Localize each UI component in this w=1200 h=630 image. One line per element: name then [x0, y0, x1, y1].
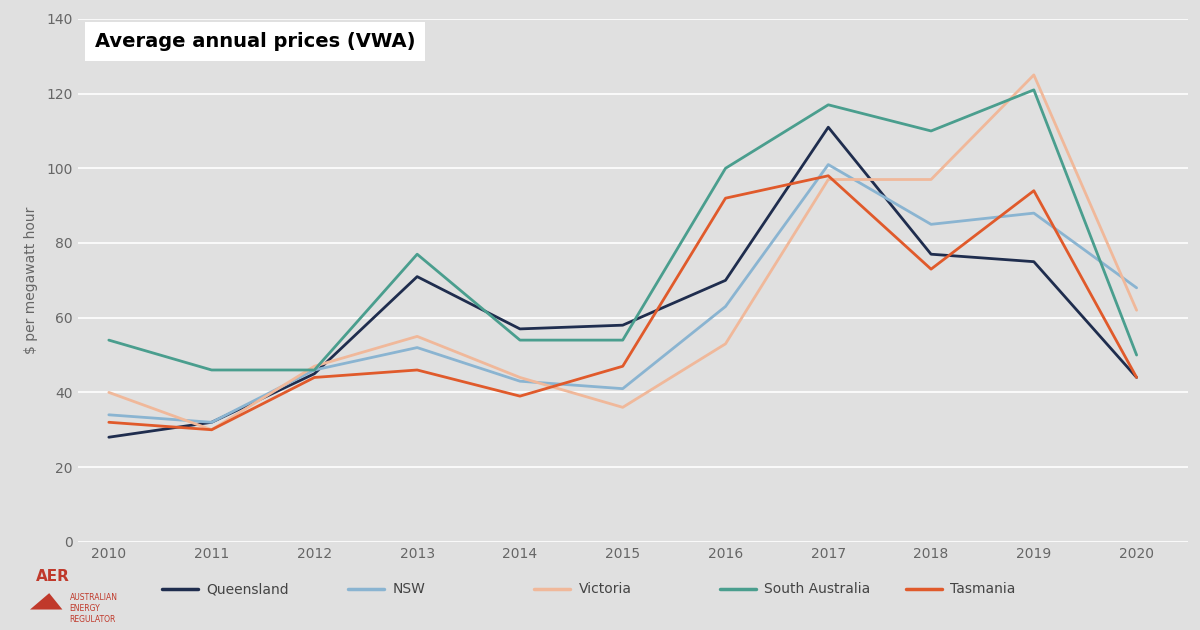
Text: Queensland: Queensland	[206, 582, 289, 596]
Polygon shape	[30, 593, 62, 610]
Text: Victoria: Victoria	[578, 582, 631, 596]
Text: AUSTRALIAN
ENERGY
REGULATOR: AUSTRALIAN ENERGY REGULATOR	[70, 593, 118, 624]
Text: Average annual prices (VWA): Average annual prices (VWA)	[95, 32, 415, 51]
Y-axis label: $ per megawatt hour: $ per megawatt hour	[24, 207, 37, 354]
Text: South Australia: South Australia	[764, 582, 871, 596]
Text: NSW: NSW	[392, 582, 425, 596]
Text: AER: AER	[36, 570, 70, 584]
Text: Tasmania: Tasmania	[950, 582, 1015, 596]
